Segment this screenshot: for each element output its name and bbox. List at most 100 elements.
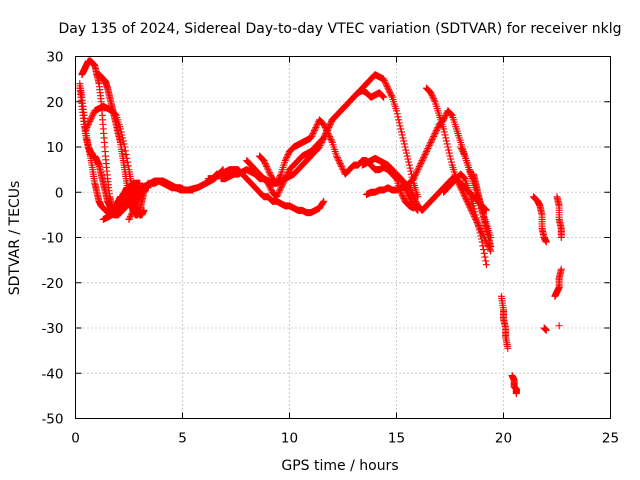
data-point (267, 185, 275, 193)
data-point (457, 185, 465, 193)
data-point (311, 125, 319, 133)
data-point (417, 158, 425, 166)
data-point (422, 149, 430, 157)
data-marks (76, 57, 565, 398)
data-point (325, 132, 333, 140)
data-point (504, 344, 512, 352)
y-tick-label: -50 (41, 412, 63, 428)
data-point (88, 113, 96, 121)
data-point (430, 132, 438, 140)
data-point (338, 163, 346, 171)
data-point (405, 184, 413, 192)
data-point (134, 196, 142, 204)
data-point (428, 92, 436, 100)
data-point (82, 125, 90, 133)
x-tick-labels: 0 5 10 15 20 25 (71, 431, 619, 447)
data-point (432, 128, 440, 136)
data-point (458, 187, 466, 195)
data-point (412, 170, 420, 178)
data-point (420, 152, 428, 160)
data-point (431, 129, 439, 137)
data-point (381, 78, 389, 86)
data-point (308, 131, 316, 139)
data-point (310, 126, 318, 134)
data-point (430, 96, 438, 104)
data-point (473, 217, 481, 225)
y-tick-label: 20 (46, 95, 63, 111)
data-point (542, 238, 550, 246)
series-arc-15 (422, 84, 495, 255)
data-point (412, 197, 420, 205)
data-point (117, 128, 125, 136)
data-point (126, 214, 134, 222)
data-point (133, 199, 141, 207)
data-point (89, 111, 97, 119)
data-point (327, 119, 335, 127)
data-point (264, 166, 272, 174)
data-point (119, 134, 127, 142)
data-point (455, 179, 463, 187)
data-point (134, 197, 142, 205)
data-point (396, 122, 404, 130)
data-point (400, 140, 408, 148)
data-point (266, 169, 274, 177)
data-point (333, 152, 341, 160)
data-point (124, 162, 132, 170)
data-point (308, 132, 316, 140)
data-point (385, 87, 393, 95)
data-point (415, 164, 423, 172)
data-point (320, 197, 328, 205)
data-point (457, 145, 465, 153)
data-point (337, 161, 345, 169)
data-point (136, 191, 144, 199)
data-point (378, 92, 386, 100)
data-point (455, 181, 463, 189)
data-point (334, 155, 342, 163)
data-point (485, 244, 493, 252)
data-point (313, 122, 321, 130)
data-point (430, 131, 438, 139)
data-point (411, 196, 419, 204)
data-point (482, 261, 490, 269)
data-point (276, 172, 284, 180)
data-point (121, 143, 129, 151)
data-point (444, 143, 452, 151)
data-point (460, 190, 468, 198)
data-point (457, 184, 465, 192)
data-point (276, 173, 284, 181)
data-point (442, 111, 450, 119)
data-point (274, 176, 282, 184)
data-point (131, 203, 139, 211)
data-point (555, 322, 563, 330)
data-point (273, 193, 281, 201)
data-point (265, 181, 273, 189)
data-point (397, 125, 405, 133)
data-point (136, 193, 144, 201)
data-point (441, 113, 449, 121)
data-point (407, 167, 415, 175)
data-point (482, 257, 490, 265)
data-point (432, 126, 440, 134)
data-point (83, 123, 91, 131)
data-point (412, 199, 420, 207)
data-point (557, 265, 565, 273)
data-point (406, 185, 414, 193)
data-point (400, 137, 408, 145)
data-point (408, 190, 416, 198)
series-arc-10 (243, 71, 422, 201)
data-point (459, 188, 467, 196)
series-arc-18 (470, 170, 495, 251)
data-point (339, 166, 347, 174)
data-point (411, 172, 419, 180)
data-point (429, 93, 437, 101)
data-point (472, 214, 480, 222)
data-point (87, 114, 95, 122)
data-point (434, 123, 442, 131)
series-arc-23 (553, 193, 565, 241)
chart-title: Day 135 of 2024, Sidereal Day-to-day VTE… (59, 21, 622, 37)
data-point (410, 173, 418, 181)
data-point (441, 131, 449, 139)
data-point (379, 92, 387, 100)
y-tick-label: 30 (46, 50, 63, 66)
data-point (275, 188, 283, 196)
